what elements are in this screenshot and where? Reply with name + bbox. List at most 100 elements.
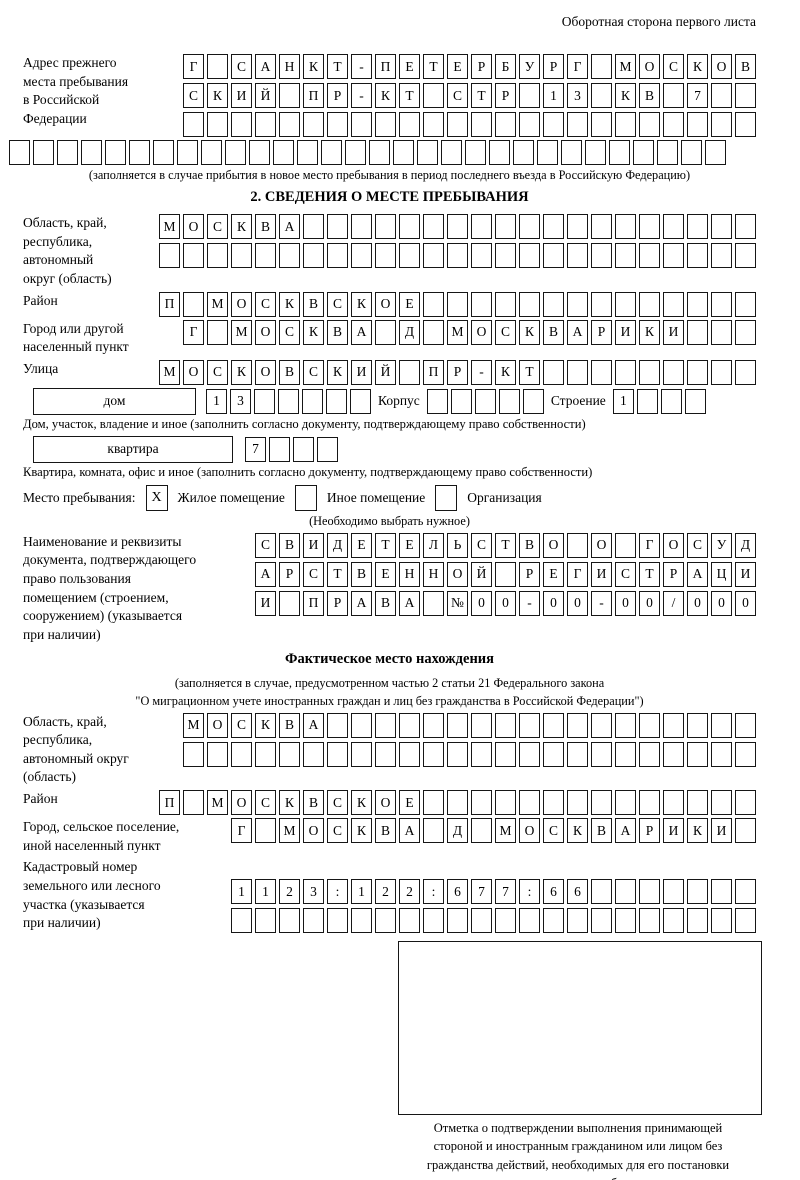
char-cell[interactable]: Г [567,54,588,79]
char-cell[interactable]: С [303,561,324,587]
char-cell[interactable] [687,741,708,767]
char-cell[interactable] [447,908,468,934]
char-cell[interactable] [423,908,444,934]
char-cell[interactable] [519,908,540,934]
char-cell[interactable] [735,243,756,268]
char-cell[interactable] [639,214,660,239]
char-cell[interactable]: 6 [447,879,468,905]
char-cell[interactable]: - [351,54,372,79]
char-cell[interactable]: М [447,319,468,345]
char-cell[interactable] [543,291,564,317]
char-cell[interactable]: К [639,319,660,345]
char-cell[interactable]: 1 [206,388,227,414]
char-cell[interactable]: К [375,83,396,108]
char-cell[interactable]: В [327,319,348,345]
char-cell[interactable] [321,140,342,165]
char-cell[interactable] [351,112,372,137]
char-cell[interactable]: : [423,879,444,905]
char-cell[interactable] [591,214,612,239]
char-cell[interactable] [207,741,228,767]
char-cell[interactable]: В [375,818,396,843]
char-cell[interactable] [711,359,732,385]
char-cell[interactable]: Й [471,561,492,587]
char-cell[interactable] [543,112,564,137]
char-cell[interactable]: С [471,532,492,558]
char-cell[interactable] [681,140,702,165]
char-cell[interactable] [684,388,706,414]
char-cell[interactable] [495,712,516,738]
char-cell[interactable] [735,741,756,767]
char-cell[interactable] [519,790,540,815]
char-cell[interactable] [471,712,492,738]
char-cell[interactable] [255,818,276,843]
char-cell[interactable]: - [351,83,372,108]
char-cell[interactable] [543,712,564,738]
char-cell[interactable] [327,214,348,239]
char-cell[interactable]: К [231,359,252,385]
char-cell[interactable]: С [615,561,636,587]
char-cell[interactable]: В [279,359,300,385]
char-cell[interactable]: С [255,790,276,815]
char-cell[interactable] [687,112,708,137]
char-cell[interactable]: К [567,818,588,843]
char-cell[interactable] [615,359,636,385]
char-cell[interactable] [495,214,516,239]
char-cell[interactable] [183,112,204,137]
char-cell[interactable]: А [399,818,420,843]
char-cell[interactable] [351,908,372,934]
char-cell[interactable] [687,291,708,317]
char-cell[interactable] [471,818,492,843]
char-cell[interactable]: 0 [471,590,492,616]
char-cell[interactable] [471,214,492,239]
char-cell[interactable] [615,879,636,905]
char-cell[interactable] [663,214,684,239]
char-cell[interactable] [447,741,468,767]
char-cell[interactable] [663,908,684,934]
char-cell[interactable] [417,140,438,165]
char-cell[interactable]: - [591,590,612,616]
char-cell[interactable]: В [303,291,324,317]
char-cell[interactable] [615,291,636,317]
char-cell[interactable] [81,140,102,165]
char-cell[interactable] [567,214,588,239]
char-cell[interactable]: : [327,879,348,905]
char-cell[interactable] [615,532,636,558]
char-cell[interactable] [423,291,444,317]
char-cell[interactable] [423,790,444,815]
char-cell[interactable] [393,140,414,165]
char-cell[interactable] [663,712,684,738]
char-cell[interactable] [639,112,660,137]
char-cell[interactable]: 3 [230,388,251,414]
char-cell[interactable]: К [207,83,228,108]
char-cell[interactable]: В [519,532,540,558]
char-cell[interactable] [687,214,708,239]
char-cell[interactable]: / [663,590,684,616]
char-cell[interactable]: О [663,532,684,558]
char-cell[interactable] [423,590,444,616]
char-cell[interactable]: И [615,319,636,345]
char-cell[interactable] [633,140,654,165]
char-cell[interactable] [687,359,708,385]
char-cell[interactable]: О [231,291,252,317]
char-cell[interactable] [615,112,636,137]
char-cell[interactable] [711,741,732,767]
char-cell[interactable] [705,140,726,165]
char-cell[interactable] [207,54,228,79]
char-cell[interactable] [399,243,420,268]
char-cell[interactable] [639,291,660,317]
char-cell[interactable]: Е [399,291,420,317]
char-cell[interactable]: Е [351,532,372,558]
char-cell[interactable] [183,790,204,815]
char-cell[interactable]: Е [543,561,564,587]
char-cell[interactable] [471,243,492,268]
char-cell[interactable]: А [303,712,324,738]
char-cell[interactable] [279,112,300,137]
char-cell[interactable] [327,712,348,738]
char-cell[interactable] [471,908,492,934]
char-cell[interactable] [495,908,516,934]
char-cell[interactable] [567,790,588,815]
char-cell[interactable] [423,214,444,239]
char-cell[interactable]: Ц [711,561,732,587]
char-cell[interactable] [543,214,564,239]
char-cell[interactable] [279,908,300,934]
